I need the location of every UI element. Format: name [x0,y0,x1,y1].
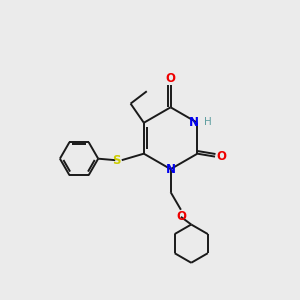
Text: O: O [166,72,176,85]
Text: O: O [217,150,226,163]
Text: N: N [166,163,176,176]
Text: S: S [112,154,121,167]
Text: H: H [204,117,212,127]
Text: N: N [189,116,199,129]
Text: O: O [176,210,186,223]
